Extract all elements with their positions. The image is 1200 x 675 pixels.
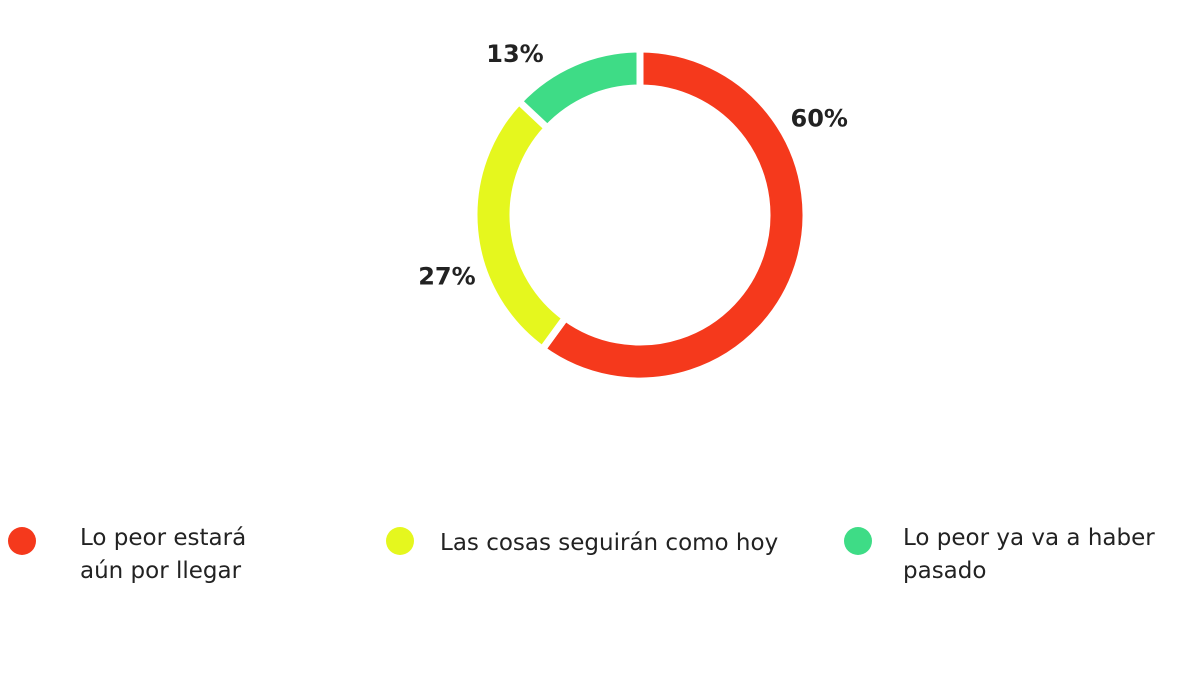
value-label: 60% xyxy=(791,105,848,133)
donut-segment xyxy=(514,45,644,134)
value-label: 13% xyxy=(486,40,543,68)
legend-marker xyxy=(386,527,414,555)
legend-marker xyxy=(844,527,872,555)
legend-marker xyxy=(8,527,36,555)
legend-label: Lo peor estará aún por llegar xyxy=(80,525,247,584)
donut-segment xyxy=(537,45,810,385)
donut-segment xyxy=(470,96,571,355)
legend-label: Lo peor ya va a haber pasado xyxy=(903,525,1155,584)
value-label: 27% xyxy=(418,263,475,291)
legend-label: Las cosas seguirán como hoy xyxy=(440,530,779,556)
